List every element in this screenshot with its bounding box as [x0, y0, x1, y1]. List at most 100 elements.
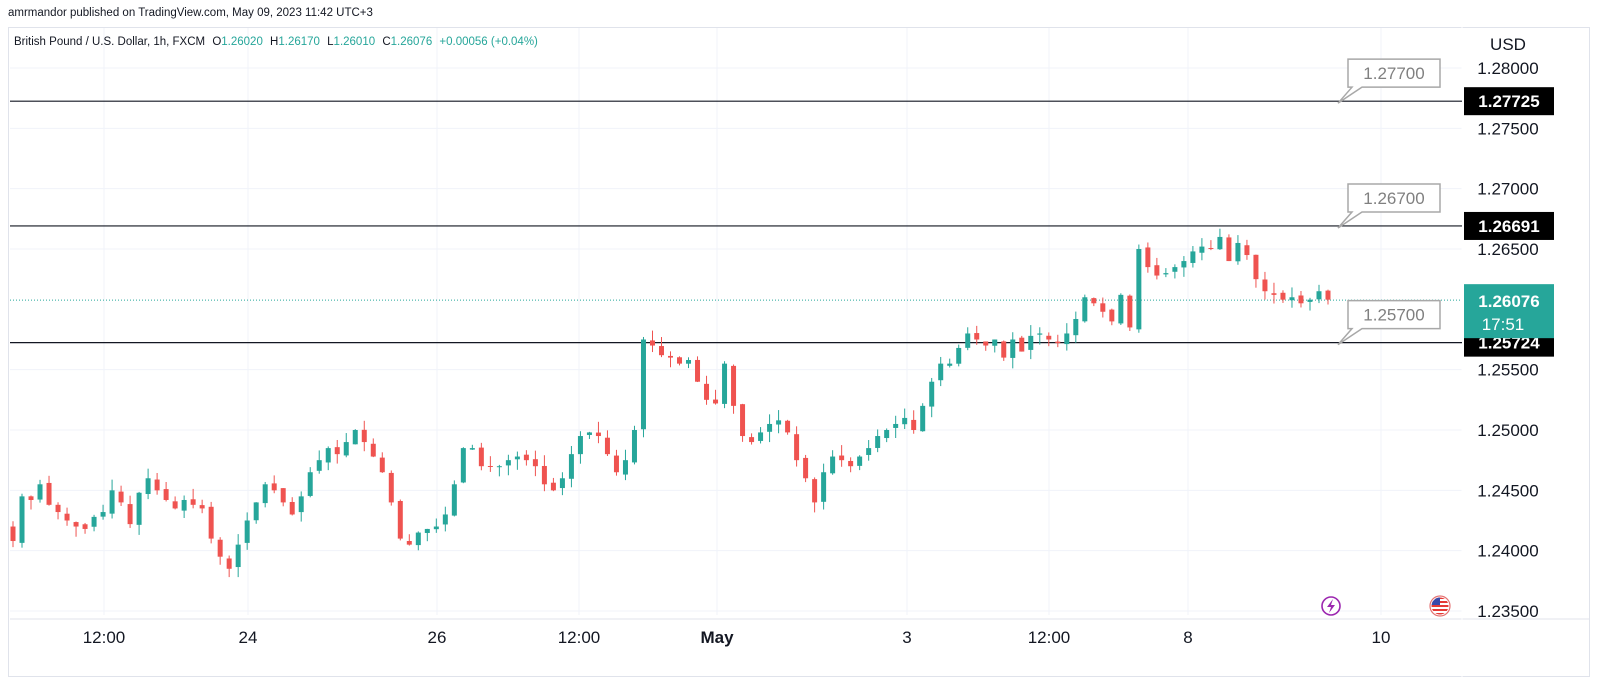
time-axis[interactable]: 12:00 24 26 12:00 May 3 12:00 8 10 — [83, 628, 1391, 647]
candle-body — [1271, 293, 1277, 295]
candle-body — [956, 347, 962, 364]
candle-body — [713, 399, 719, 404]
level-price-tag — [1464, 211, 1554, 240]
high-value: 1.26170 — [278, 36, 320, 48]
candle-body — [640, 339, 646, 430]
level-callout-label: 1.25700 — [1363, 306, 1424, 325]
candle-body — [289, 501, 295, 515]
candle-body — [1064, 333, 1070, 345]
current-price-label: 1.26076 — [1478, 292, 1539, 311]
candle-body — [379, 457, 385, 473]
candle-body — [1163, 273, 1169, 275]
x-tick-label: 12:00 — [83, 628, 126, 647]
y-tick-label: 1.26500 — [1477, 240, 1538, 259]
y-tick-label: 1.24000 — [1477, 542, 1538, 561]
candle-body — [37, 484, 43, 500]
candle-body — [965, 333, 971, 348]
candle-body — [154, 479, 160, 491]
candle-body — [172, 501, 178, 509]
candle-body — [848, 460, 854, 467]
candle-body — [812, 479, 818, 503]
candle-body — [902, 417, 908, 425]
candle-body — [271, 483, 277, 491]
candle-body — [776, 420, 782, 425]
candle-body — [839, 455, 845, 461]
price-axis[interactable]: USD 1.28000 1.27500 1.27000 1.26500 1.25500 1… — [1477, 35, 1538, 621]
candle-body — [1325, 290, 1331, 300]
candle-body — [1001, 341, 1007, 358]
x-tick-label: May — [700, 628, 734, 647]
x-tick-label: 3 — [902, 628, 911, 647]
candle-body — [424, 528, 430, 533]
candle-body — [181, 499, 187, 511]
candle-body — [1316, 291, 1322, 300]
candle-body — [82, 524, 88, 529]
candle-body — [704, 383, 710, 400]
x-tick-label: 12:00 — [1028, 628, 1071, 647]
level-callout-label: 1.26700 — [1363, 189, 1424, 208]
candle-body — [568, 454, 574, 479]
candle-body — [1172, 267, 1178, 272]
candle-body — [1217, 236, 1223, 250]
candle-body — [1208, 248, 1214, 250]
candle-body — [974, 333, 980, 340]
candle-body — [695, 359, 701, 382]
candle-body — [370, 443, 376, 457]
level-callout-box — [1337, 299, 1441, 346]
candle-body — [10, 526, 16, 542]
candle-body — [532, 459, 538, 467]
candle-body — [1280, 292, 1286, 300]
level-price-tag — [1464, 87, 1554, 116]
chart-grid — [10, 27, 1590, 677]
symbol-name: British Pound / U.S. Dollar, 1h, FXCM — [14, 36, 205, 48]
candle-body — [46, 482, 52, 505]
open-value: 1.26020 — [221, 36, 263, 48]
candle-body — [866, 448, 872, 455]
candle-body — [478, 447, 484, 467]
level-callout-box — [1337, 183, 1441, 229]
candle-body — [91, 516, 97, 527]
candle-body — [163, 489, 169, 500]
candle-body — [830, 456, 836, 474]
candle-body — [415, 532, 421, 546]
candle-body — [947, 363, 953, 366]
candle-body — [1253, 254, 1259, 280]
candle-body — [686, 360, 692, 364]
candle-body — [1109, 309, 1115, 322]
level-price-label: 1.25724 — [1478, 334, 1540, 353]
close-label: C — [382, 36, 390, 48]
lightning-icon[interactable] — [1321, 596, 1341, 616]
candle-body — [668, 355, 673, 358]
y-tick-label: 1.27500 — [1477, 119, 1538, 138]
candle-body — [767, 423, 773, 432]
candle-body — [406, 541, 412, 545]
candle-body — [190, 499, 196, 505]
candle-body — [19, 496, 25, 543]
candle-body — [118, 491, 124, 503]
candle-body — [1019, 337, 1025, 352]
candle-body — [613, 455, 619, 473]
candle-body — [749, 437, 755, 443]
candle-body — [352, 430, 358, 445]
candle-body — [1289, 297, 1295, 301]
candle-body — [1244, 245, 1250, 256]
x-tick-label: 26 — [428, 628, 447, 647]
candle-body — [244, 520, 250, 543]
x-tick-label: 12:00 — [558, 628, 601, 647]
candle-body — [893, 423, 899, 428]
candle-body — [550, 482, 556, 491]
candle-body — [1181, 261, 1187, 268]
candle-body — [920, 405, 926, 432]
candle-body — [451, 484, 457, 516]
candle-body — [1136, 249, 1142, 330]
candle-body — [1226, 237, 1232, 262]
y-tick-label: 1.25000 — [1477, 421, 1538, 440]
candle-body — [433, 526, 439, 530]
us-flag-icon[interactable] — [1429, 595, 1451, 617]
candle-body — [343, 442, 349, 456]
candle-body — [631, 430, 637, 463]
candle-body — [1100, 303, 1106, 312]
y-tick-label: 1.23500 — [1477, 602, 1538, 621]
candle-body — [217, 539, 223, 557]
